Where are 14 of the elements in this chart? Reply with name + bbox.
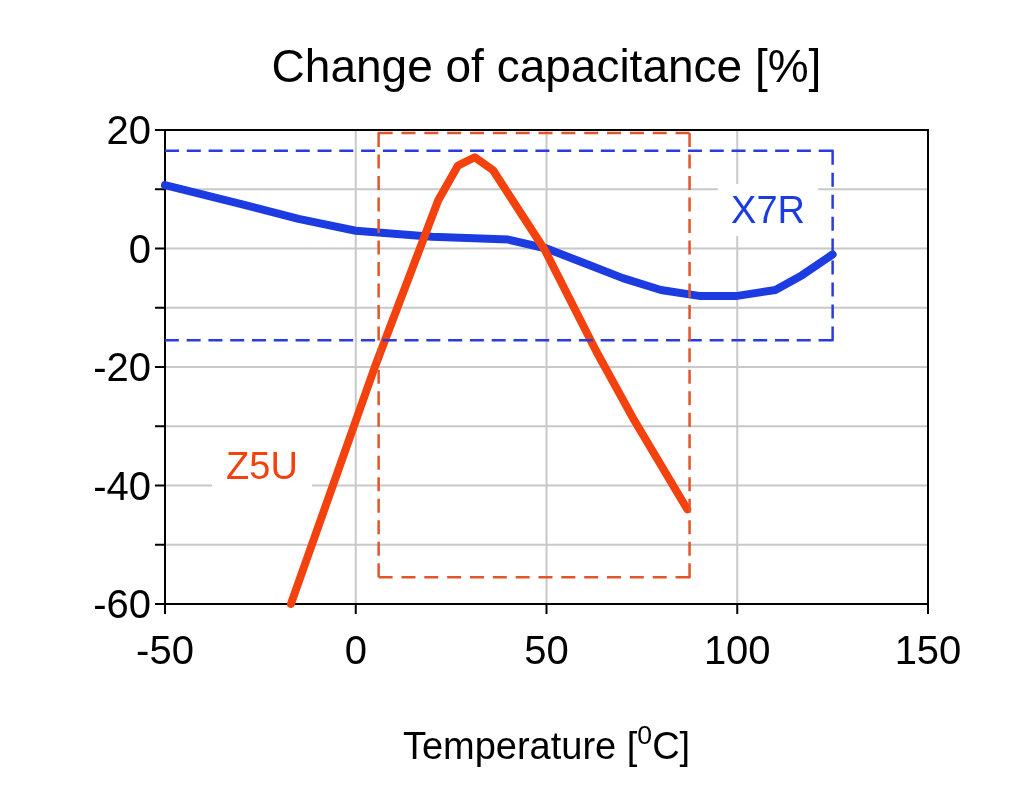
chart-title: Change of capacitance [%] — [271, 40, 822, 92]
y-tick-label: -20 — [93, 345, 151, 389]
x-axis-title: Temperature [$^{0}$C] — [402, 720, 691, 767]
y-tick-label: -40 — [93, 463, 151, 508]
y-tick-label: 20 — [106, 108, 151, 152]
x-tick-label: -50 — [136, 628, 194, 672]
y-tick-label: -60 — [93, 582, 151, 626]
x-tick-label: 50 — [524, 628, 569, 672]
annotation: X7R — [731, 189, 805, 232]
x-tick-label: 150 — [894, 628, 962, 672]
x-tick-label: 0 — [344, 628, 367, 672]
y-tick-label: 0 — [128, 226, 151, 271]
x-tick-label: 100 — [703, 628, 771, 672]
annotation: Z5U — [226, 445, 298, 488]
